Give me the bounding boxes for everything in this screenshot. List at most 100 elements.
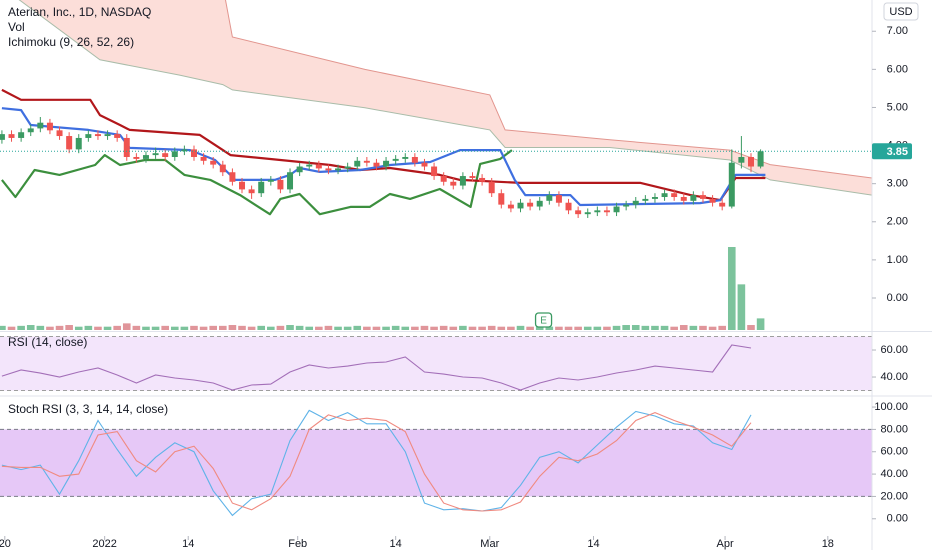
volume-bar (343, 326, 352, 330)
rsi-pane (0, 336, 872, 392)
candle-body (546, 195, 553, 201)
volume-bar (103, 326, 112, 330)
candle-body (152, 153, 159, 156)
conversion-line (1, 107, 766, 207)
candle-body (296, 166, 303, 173)
candle-body (728, 162, 735, 207)
candle-body (507, 204, 514, 209)
candle-body (325, 168, 332, 171)
y-tick-label: 0.00 (887, 513, 908, 525)
candle-body (37, 122, 44, 129)
candle-body (613, 206, 620, 213)
volume-bar (122, 323, 131, 330)
volume-bar (660, 325, 669, 330)
y-tick-label: 3.00 (887, 178, 908, 190)
candle-body (402, 156, 409, 159)
volume-legend: Vol (8, 20, 25, 34)
volume-bar (612, 325, 621, 330)
candle-body (392, 158, 399, 161)
volume-bar (209, 325, 217, 330)
candle-body (306, 164, 313, 167)
candle-body (315, 164, 322, 169)
volume-bar (679, 325, 688, 330)
ichimoku-legend: Ichimoku (9, 26, 52, 26) (8, 35, 134, 49)
x-tick-label: 18 (822, 538, 834, 550)
candle-body (219, 164, 226, 173)
volume-bar (267, 326, 275, 330)
earnings-label: E (540, 316, 547, 327)
candle-body (651, 197, 658, 199)
earnings-marker (534, 312, 553, 328)
volume-bar (574, 326, 582, 330)
candle-body (18, 132, 25, 138)
candle-body (114, 134, 121, 138)
candle-body (450, 181, 457, 186)
volume-bar (689, 325, 698, 330)
volume-bar (622, 325, 630, 330)
volume-bar (238, 325, 246, 330)
candle-body (527, 202, 534, 207)
candle-body (469, 176, 476, 178)
oscillator-line (1, 412, 752, 512)
candle-body (383, 160, 390, 167)
x-tick-label: 2022 (92, 538, 116, 550)
candle-body (142, 155, 149, 159)
volume-bar (737, 284, 746, 330)
candle-body (459, 176, 466, 186)
volume-bar (439, 325, 448, 330)
candle-body (200, 156, 207, 161)
candle-body (190, 149, 197, 157)
volume-bar (257, 325, 266, 330)
candle-body (94, 134, 101, 137)
y-tick-label: 100.00 (874, 401, 908, 413)
candle-body (239, 181, 246, 190)
candle-body (757, 151, 764, 167)
volume-bar (305, 326, 314, 330)
candle-body (555, 195, 562, 203)
candle-body (258, 181, 265, 194)
volume-bar (363, 326, 371, 330)
volume-bar (516, 325, 525, 330)
candle-body (75, 137, 82, 150)
volume-bar (180, 326, 189, 330)
volume-bar (36, 325, 45, 330)
x-tick-label: Feb (288, 538, 307, 550)
volume-bar (17, 325, 25, 330)
price-pane: E (0, 0, 872, 330)
candle-body (248, 189, 255, 194)
volume-bar (170, 326, 179, 330)
x-tick-label: 14 (390, 538, 402, 550)
volume-bar (199, 326, 208, 330)
candle-body (536, 200, 543, 207)
candle-body (0, 134, 5, 140)
candle-body (363, 160, 370, 163)
candle-body (594, 210, 601, 213)
candle-body (747, 156, 754, 167)
candle-body (287, 172, 294, 190)
lagging-line (1, 149, 513, 216)
y-tick-label: 6.00 (887, 63, 908, 75)
volume-bar (219, 325, 227, 330)
candle-body (210, 160, 217, 165)
x-tick-label: 20 (0, 538, 11, 550)
cloud-edge (224, 0, 872, 179)
ichimoku-cloud (19, 0, 872, 196)
y-tick-label: 20.00 (880, 490, 908, 502)
candle-body (344, 166, 351, 169)
volume-bar (286, 325, 294, 330)
candle-body (229, 172, 236, 182)
currency-box[interactable] (883, 2, 919, 21)
volume-bar (382, 326, 390, 330)
volume-bar (555, 326, 563, 330)
volume-bar (190, 325, 198, 330)
volume-bar (708, 326, 717, 330)
candle-body (27, 128, 34, 133)
candle-body (411, 156, 418, 163)
volume-bar (161, 325, 169, 330)
volume-bar (74, 326, 83, 330)
volume-bar (478, 326, 486, 330)
y-tick-label: 40.00 (880, 468, 908, 480)
volume-bar (324, 325, 333, 330)
volume-bar (487, 325, 496, 330)
